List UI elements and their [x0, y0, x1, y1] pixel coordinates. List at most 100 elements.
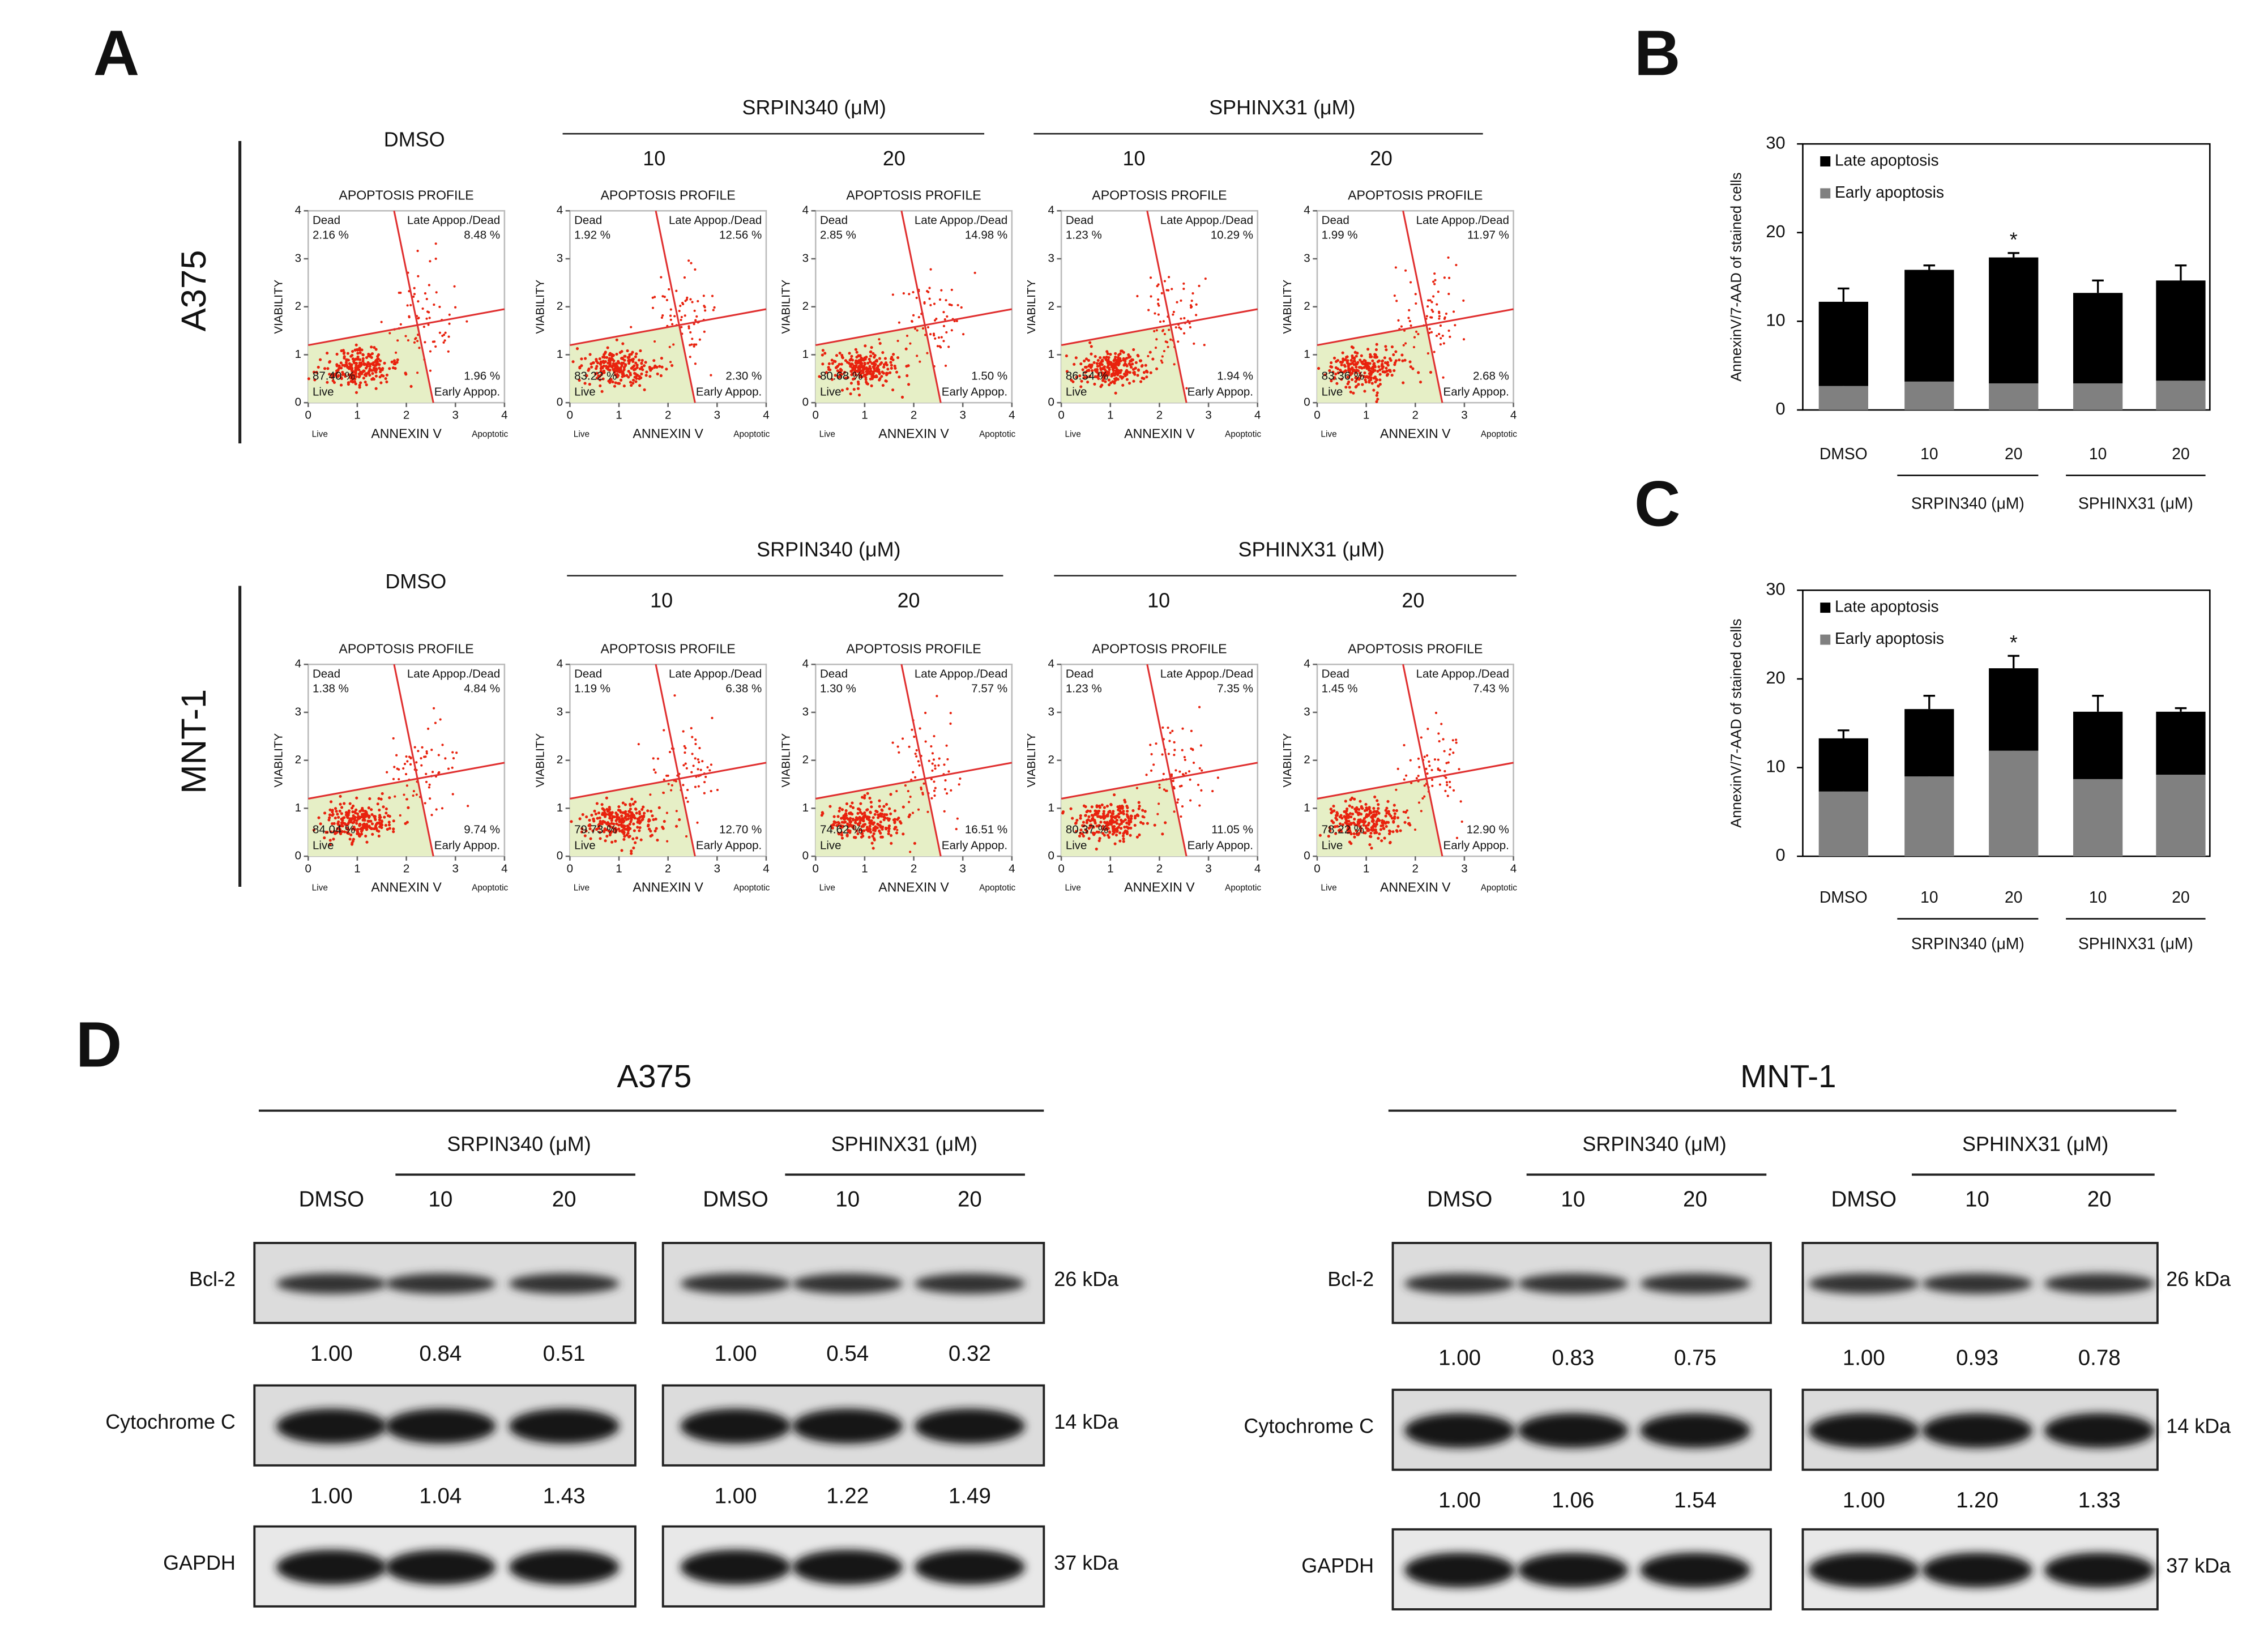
event-dot [655, 827, 658, 830]
x-tick-label: 20 [2005, 888, 2022, 906]
x-axis-label: ANNEXIN V [878, 426, 949, 441]
event-dot [1390, 374, 1394, 377]
event-dot [832, 360, 836, 363]
event-dot [694, 757, 697, 760]
event-dot [1421, 797, 1424, 800]
event-dot [1139, 380, 1143, 383]
event-dot [1203, 344, 1206, 347]
event-dot [694, 362, 697, 365]
event-dot [635, 836, 639, 840]
event-dot [1355, 354, 1358, 358]
event-dot [623, 803, 627, 806]
event-dot [907, 815, 911, 818]
event-dot [1431, 784, 1434, 787]
event-dot [844, 812, 848, 815]
event-dot [1114, 377, 1118, 380]
event-dot [1138, 833, 1141, 836]
event-dot [1395, 300, 1398, 302]
x-tick-label: 1 [616, 862, 622, 875]
event-dot [1375, 378, 1379, 382]
event-dot [698, 747, 701, 750]
event-dot [1342, 358, 1345, 362]
event-dot [956, 817, 959, 820]
event-dot [710, 790, 712, 793]
event-dot [1393, 294, 1396, 297]
event-dot [1172, 780, 1174, 783]
event-dot [638, 384, 642, 387]
event-dot [345, 358, 348, 362]
band-quantification: 1.49 [949, 1484, 991, 1508]
event-dot [346, 352, 349, 355]
event-dot [639, 349, 642, 353]
event-dot [848, 819, 852, 822]
event-dot [1334, 366, 1338, 369]
event-dot [862, 815, 865, 819]
event-dot [374, 348, 378, 351]
event-dot [956, 304, 959, 306]
event-dot [359, 381, 362, 384]
event-dot [885, 363, 889, 366]
event-dot [1426, 305, 1429, 308]
event-dot [392, 737, 395, 740]
event-dot [448, 313, 451, 316]
event-dot [421, 307, 424, 310]
event-dot [872, 352, 875, 355]
quadrant-percent: 7.57 % [971, 682, 1007, 695]
event-dot [602, 364, 606, 368]
gate-line [655, 210, 696, 403]
event-dot [1352, 391, 1355, 395]
event-dot [1446, 784, 1449, 787]
dose-label: 10 [1147, 588, 1170, 612]
event-dot [930, 797, 933, 800]
bar-segment [2073, 779, 2123, 857]
event-dot [1108, 383, 1111, 387]
mw-label: 14 kDa [2166, 1415, 2231, 1438]
event-dot [872, 816, 875, 819]
event-dot [1168, 328, 1171, 331]
event-dot [840, 808, 844, 811]
x-axis-end-label: Live [819, 430, 835, 439]
x-tick-label: 4 [1254, 409, 1261, 422]
event-dot [1099, 815, 1102, 818]
event-dot [1139, 359, 1143, 362]
event-dot [702, 294, 705, 297]
event-dot [348, 838, 352, 841]
x-tick-label: 10 [2089, 888, 2107, 906]
event-dot [897, 817, 900, 820]
y-tick-label: 10 [1766, 310, 1785, 330]
band-quantification: 0.51 [543, 1342, 586, 1366]
event-dot [912, 314, 915, 317]
lane-label: 20 [552, 1187, 576, 1212]
event-dot [617, 827, 621, 831]
x-axis-end-label: Live [819, 883, 835, 893]
y-tick-label: 0 [1304, 396, 1310, 409]
event-dot [374, 374, 378, 378]
gate-line [393, 210, 434, 403]
blot-band [2044, 1273, 2155, 1294]
event-dot [341, 370, 344, 374]
event-dot [427, 727, 430, 730]
x-axis-label: ANNEXIN V [633, 426, 703, 441]
event-dot [912, 290, 915, 294]
event-dot [1364, 802, 1368, 806]
event-dot [613, 369, 617, 373]
event-dot [1397, 319, 1400, 322]
event-dot [1349, 798, 1352, 801]
event-dot [1413, 336, 1416, 339]
event-dot [854, 373, 857, 377]
event-dot [860, 369, 864, 373]
event-dot [1409, 759, 1412, 762]
event-dot [451, 751, 454, 754]
event-dot [336, 813, 339, 816]
event-dot [379, 370, 382, 374]
event-dot [1087, 358, 1090, 362]
live-gate [570, 324, 695, 403]
event-dot [1355, 378, 1359, 381]
event-dot [668, 288, 670, 290]
event-dot [622, 838, 626, 841]
event-dot [1385, 821, 1389, 824]
event-dot [425, 772, 428, 775]
event-dot [716, 788, 719, 792]
event-dot [853, 377, 856, 381]
